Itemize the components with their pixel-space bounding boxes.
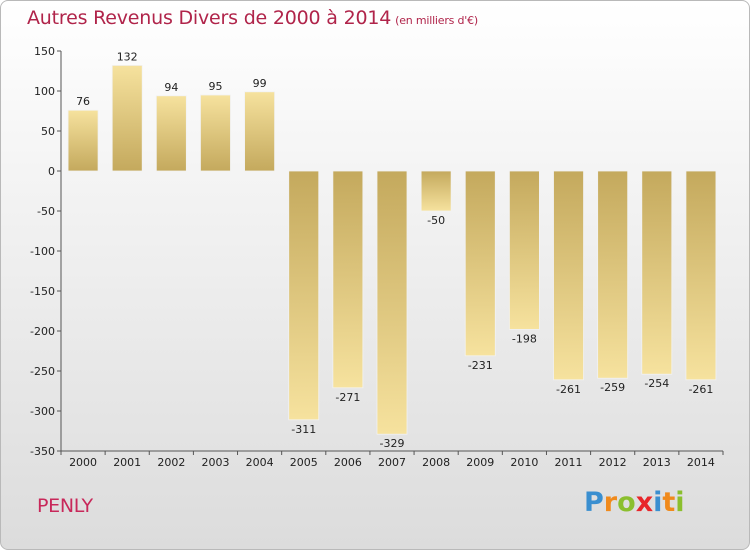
x-tick-label: 2001 [113, 456, 141, 469]
chart-title-text: Autres Revenus Divers de 2000 à 2014 [27, 7, 392, 29]
commune-name: PENLY [37, 495, 93, 517]
value-label-2000: 76 [76, 95, 90, 108]
y-tick-label: 50 [41, 125, 55, 138]
x-tick-label: 2014 [687, 456, 715, 469]
value-label-2014: -261 [688, 383, 713, 396]
y-tick-label: -350 [30, 445, 55, 458]
value-label-2010: -198 [512, 332, 537, 345]
y-tick-label: -250 [30, 365, 55, 378]
x-tick-label: 2000 [69, 456, 97, 469]
logo-letter: t [662, 487, 676, 518]
y-tick-label: 0 [48, 165, 55, 178]
x-tick-label: 2010 [510, 456, 538, 469]
logo-letter: i [675, 487, 685, 518]
x-tick-label: 2013 [643, 456, 671, 469]
value-label-2002: 94 [164, 81, 178, 94]
bar-2000 [67, 109, 99, 172]
bar-2005 [288, 170, 320, 421]
bar-2007 [376, 170, 408, 435]
y-tick-label: 100 [34, 85, 55, 98]
x-tick-label: 2012 [599, 456, 627, 469]
chart-bars [67, 65, 717, 435]
y-tick-label: 150 [34, 45, 55, 58]
logo-letter: x [635, 487, 654, 518]
logo-letter: i [653, 487, 663, 518]
x-tick-label: 2007 [378, 456, 406, 469]
y-tick-label: -100 [30, 245, 55, 258]
bar-2013 [641, 170, 673, 375]
x-tick-label: 2003 [201, 456, 229, 469]
value-label-2013: -254 [644, 377, 669, 390]
logo-letter: P [584, 487, 604, 518]
chart-axes: 150 100 50 0 -50 -100 -150 -200 -250 -300 -350 2000… [30, 45, 724, 469]
y-tick-label: -150 [30, 285, 55, 298]
value-label-2005: -311 [291, 423, 316, 436]
value-label-2004: 99 [253, 77, 267, 90]
y-tick-label: -50 [37, 205, 55, 218]
bar-2014 [685, 170, 717, 381]
x-tick-label: 2006 [334, 456, 362, 469]
value-label-2012: -259 [600, 381, 625, 394]
proxiti-logo: Proxiti [584, 487, 685, 518]
value-label-2003: 95 [208, 80, 222, 93]
y-tick-label: -300 [30, 405, 55, 418]
bar-2001 [111, 65, 143, 172]
bar-2009 [464, 170, 496, 357]
x-tick-label: 2004 [246, 456, 274, 469]
x-tick-label: 2005 [290, 456, 318, 469]
logo-letter: o [617, 487, 636, 518]
x-tick-label: 2011 [555, 456, 583, 469]
bar-2011 [553, 170, 584, 381]
bar-2004 [244, 91, 276, 172]
value-label-2001: 132 [117, 50, 138, 63]
bar-2010 [508, 170, 540, 330]
bar-2012 [597, 170, 629, 379]
value-label-2009: -231 [468, 359, 493, 372]
y-tick-label: -200 [30, 325, 55, 338]
bar-2008 [420, 170, 452, 212]
value-label-2011: -261 [556, 383, 581, 396]
value-label-2007: -329 [380, 437, 405, 450]
chart-unit-label: (en milliers d'€) [395, 14, 479, 27]
bar-2003 [200, 94, 231, 172]
x-tick-label: 2008 [422, 456, 450, 469]
chart-value-labels: 76 132 94 95 99 -311 -271 -329 -50 -231 -198 -261 -2… [76, 50, 713, 450]
value-label-2006: -271 [335, 391, 360, 404]
logo-letter: r [603, 487, 618, 518]
x-tick-label: 2009 [466, 456, 494, 469]
bar-2006 [332, 170, 364, 389]
bar-2002 [155, 95, 187, 172]
value-label-2008: -50 [427, 214, 445, 227]
chart-title: Autres Revenus Divers de 2000 à 2014 (en … [27, 7, 478, 29]
x-tick-label: 2002 [157, 456, 185, 469]
